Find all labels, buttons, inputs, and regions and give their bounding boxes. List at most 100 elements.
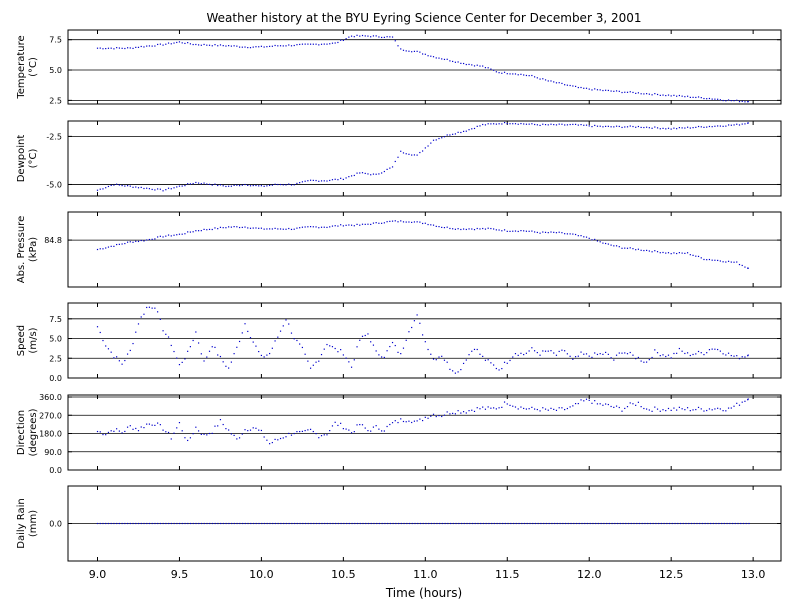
direction-point bbox=[105, 434, 107, 436]
dewpoint-point bbox=[637, 125, 639, 128]
speed-point bbox=[498, 369, 500, 371]
pressure-point bbox=[525, 230, 528, 232]
speed-point bbox=[561, 349, 563, 351]
dewpoint-point bbox=[681, 127, 683, 129]
dewpoint-point bbox=[695, 126, 697, 128]
dewpoint-point bbox=[531, 123, 533, 125]
pressure-point bbox=[725, 261, 727, 263]
temperature-point bbox=[550, 80, 552, 82]
direction-point bbox=[441, 415, 443, 418]
direction-point bbox=[484, 408, 487, 410]
dewpoint-point bbox=[665, 128, 667, 130]
rain-point bbox=[354, 522, 356, 525]
dewpoint-point bbox=[441, 137, 443, 139]
pressure-point bbox=[99, 248, 101, 250]
rain-point bbox=[573, 522, 575, 525]
rain-point bbox=[529, 522, 531, 525]
speed-point bbox=[673, 352, 675, 355]
direction-point bbox=[621, 410, 623, 412]
speed-point bbox=[260, 354, 263, 357]
dewpoint-point bbox=[342, 178, 344, 181]
rain-point bbox=[570, 522, 572, 525]
rain-point bbox=[181, 522, 183, 525]
temperature-point bbox=[405, 50, 407, 52]
x-axis-label: Time (hours) bbox=[385, 586, 462, 600]
speed-point bbox=[411, 326, 413, 329]
pressure-point bbox=[531, 230, 533, 232]
pressure-point bbox=[154, 238, 156, 240]
speed-point bbox=[408, 331, 410, 333]
temperature-point bbox=[329, 43, 331, 45]
pressure-point bbox=[536, 231, 538, 234]
dewpoint-point bbox=[247, 184, 249, 186]
rain-point bbox=[335, 522, 337, 525]
temperature-point bbox=[105, 47, 107, 50]
dewpoint-point bbox=[452, 133, 454, 135]
rain-point bbox=[250, 522, 252, 525]
dewpoint-point bbox=[266, 185, 268, 187]
pressure-point bbox=[402, 221, 405, 223]
temperature-point bbox=[260, 45, 263, 47]
rain-point bbox=[261, 522, 263, 525]
temperature-point bbox=[211, 45, 213, 47]
pressure-point bbox=[479, 228, 481, 230]
speed-point bbox=[427, 348, 429, 351]
direction-point bbox=[555, 409, 558, 411]
pressure-point bbox=[602, 242, 604, 244]
temperature-point bbox=[646, 93, 648, 95]
direction-point bbox=[189, 437, 191, 439]
pressure-point bbox=[378, 222, 380, 224]
temperature-point bbox=[299, 43, 301, 46]
dewpoint-point bbox=[555, 124, 558, 126]
direction-point bbox=[277, 439, 279, 441]
pressure-point bbox=[326, 226, 328, 229]
pressure-point bbox=[383, 222, 385, 224]
speed-point bbox=[214, 346, 216, 349]
speed-point bbox=[222, 361, 224, 363]
dewpoint-point bbox=[542, 123, 544, 125]
direction-point bbox=[375, 425, 377, 427]
temperature-point bbox=[547, 80, 549, 82]
rain-point bbox=[102, 522, 104, 525]
pressure-point bbox=[148, 238, 151, 241]
dewpoint-point bbox=[397, 156, 399, 158]
direction-point bbox=[747, 399, 749, 401]
dewpoint-point bbox=[706, 126, 708, 128]
direction-point bbox=[531, 406, 533, 408]
direction-point bbox=[244, 429, 246, 431]
dewpoint-ylabel-line: (°C) bbox=[28, 149, 39, 169]
direction-ytick-label: 90.0 bbox=[44, 448, 62, 457]
direction-point bbox=[656, 408, 659, 410]
temperature-point bbox=[241, 46, 243, 48]
pressure-point bbox=[454, 228, 456, 230]
rain-point bbox=[608, 522, 610, 525]
rain-point bbox=[685, 522, 687, 525]
direction-point bbox=[517, 408, 519, 410]
direction-point bbox=[187, 439, 189, 442]
pressure-point bbox=[534, 231, 536, 233]
speed-point bbox=[539, 354, 541, 356]
dewpoint-point bbox=[689, 127, 691, 129]
dewpoint-point bbox=[430, 142, 432, 144]
speed-point bbox=[176, 357, 178, 359]
dewpoint-point bbox=[195, 181, 197, 184]
temperature-point bbox=[503, 71, 506, 73]
dewpoint-point bbox=[135, 186, 137, 188]
speed-point bbox=[547, 350, 549, 352]
dewpoint-point bbox=[121, 184, 123, 187]
pressure-point bbox=[747, 267, 749, 269]
pressure-point bbox=[558, 231, 560, 233]
direction-point bbox=[236, 438, 238, 440]
temperature-point bbox=[452, 60, 454, 63]
direction-point bbox=[547, 409, 549, 411]
rain-point bbox=[723, 522, 725, 525]
speed-point bbox=[446, 361, 448, 363]
pressure-point bbox=[640, 249, 642, 251]
temperature-point bbox=[381, 36, 383, 39]
dewpoint-point bbox=[700, 126, 702, 128]
temperature-point bbox=[520, 73, 522, 75]
speed-point bbox=[197, 342, 200, 344]
direction-point bbox=[561, 407, 563, 409]
direction-point bbox=[279, 437, 282, 440]
temperature-point bbox=[372, 35, 375, 37]
